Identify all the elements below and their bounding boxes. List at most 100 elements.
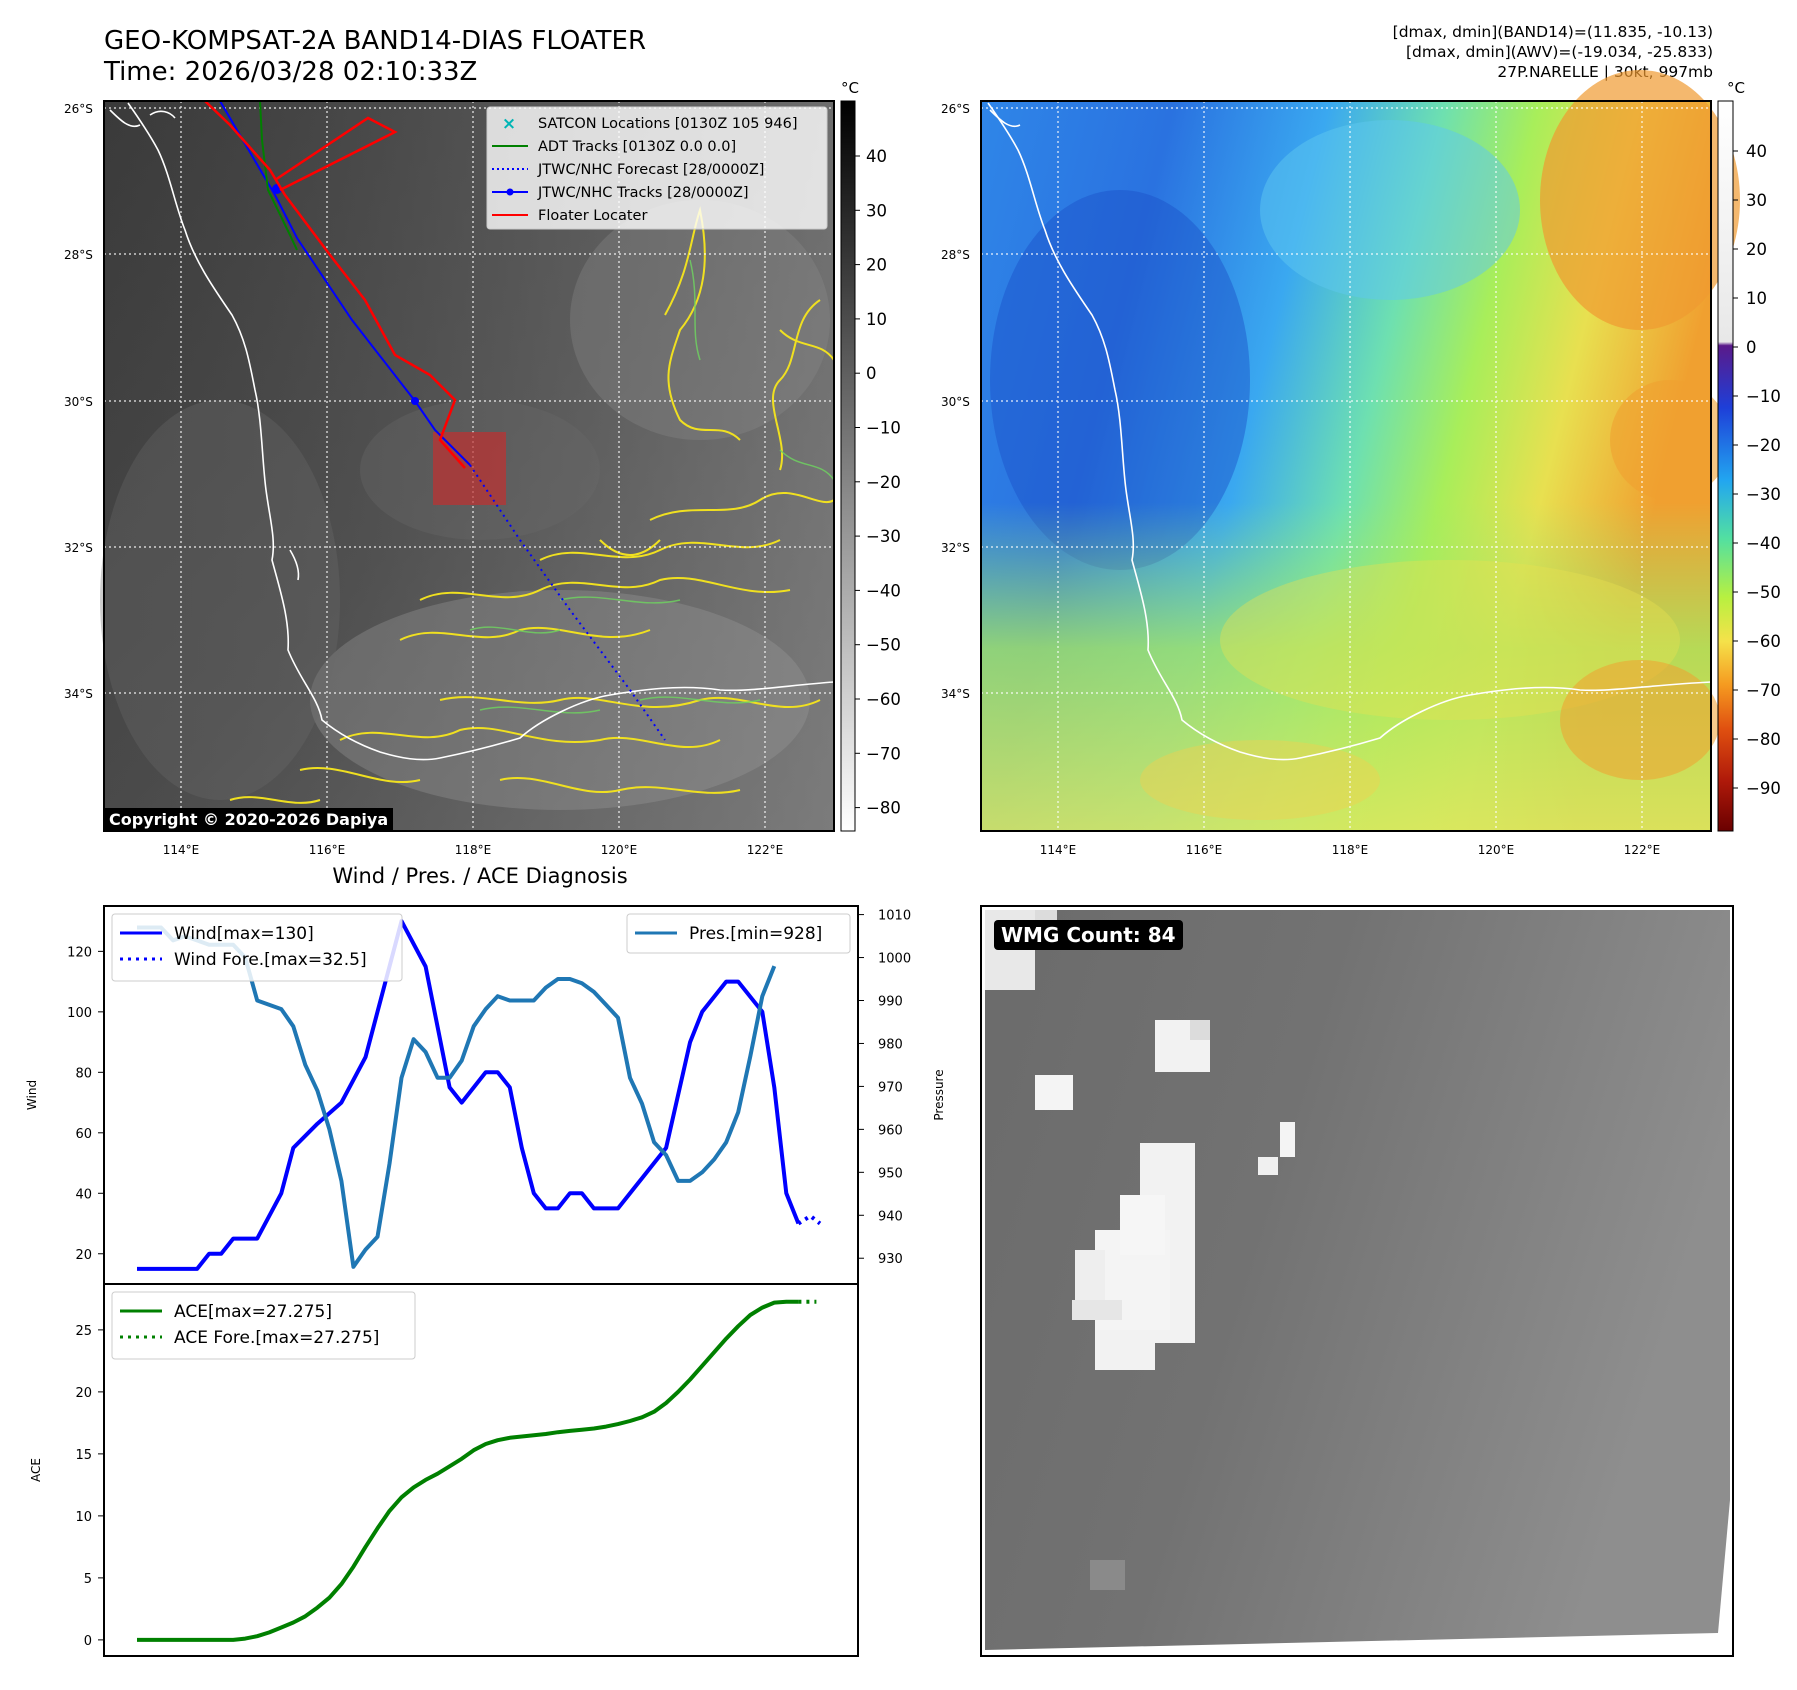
colorbar-tick-label: 20 [866,256,887,275]
legend-adt: ADT Tracks [0130Z 0.0 0.0] [538,139,736,155]
wind-y-tick-label: 60 [75,1127,92,1142]
ir-map-axes: 26°S 28°S 30°S 32°S 34°S 114°E 116°E 118… [64,102,783,857]
awv-colorbar: °C 40 30 20 10 0 −10 −20 −30 −40 −50 −60 −70 −80 −90 [1717,79,1781,832]
wind-y-tick-label: 120 [67,945,92,960]
floater-locater-track [204,100,466,469]
info-awv-range: [dmax, dmin](AWV)=(-19.034, -25.833) [1406,43,1713,61]
legend-floater-locater: Floater Locater [538,208,647,224]
ir-map [100,100,835,832]
legend-ace-forecast: ACE Fore.[max=27.275] [174,1328,379,1348]
ir-map-legend: × SATCON Locations [0130Z 105 946] ADT T… [486,106,828,230]
colorbar-unit: °C [841,79,859,97]
legend-satcon: SATCON Locations [0130Z 105 946] [538,116,797,132]
colorbar-tick-label: 0 [1746,338,1757,357]
pressure-y-tick-label: 1010 [878,909,911,924]
pressure-y-tick-label: 1000 [878,952,911,967]
colorbar-tick-label: −70 [866,744,901,763]
colorbar-tick-label: −30 [866,527,901,546]
figure-title: GEO-KOMPSAT-2A BAND14-DIAS FLOATER Time: … [104,26,646,88]
wind-y-tick-label: 40 [75,1187,92,1202]
lat-label: 34°S [64,687,93,701]
lon-label: 122°E [1624,843,1661,857]
satcon-marker-icon: × [502,114,516,134]
wind-axis-label: Wind [25,1080,39,1110]
ir-colorbar: °C 40 30 20 10 0 −10 −20 −30 −40 −50 −60 −70 −80 [840,79,901,832]
colorbar-tick-label: −20 [866,473,901,492]
colorbar-tick-label: 10 [1746,289,1767,308]
jtwc-forecast-track [469,464,666,741]
colorbar-tick-label: −70 [1746,681,1781,700]
legend-pressure: Pres.[min=928] [689,924,822,944]
title-line-time: Time: 2026/03/28 02:10:33Z [104,57,478,87]
colorbar-unit: °C [1727,79,1745,97]
wind-y-tick-label: 20 [75,1248,92,1263]
wmg-count-badge: WMG Count: 84 [994,920,1183,950]
ace-y-tick-label: 20 [75,1386,92,1401]
legend-jtwc-tracks: JTWC/NHC Tracks [28/0000Z] [537,185,749,201]
jtwc-track [219,100,471,466]
ace-y-tick-label: 5 [84,1572,92,1587]
colorbar-tick-label: 40 [1746,142,1767,161]
colorbar-tick-label: −10 [866,419,901,438]
lon-label: 118°E [1332,843,1369,857]
lon-label: 116°E [1186,843,1223,857]
colorbar-tick-label: −50 [866,636,901,655]
colorbar-tick-label: 30 [1746,191,1767,210]
lon-label: 114°E [1040,843,1077,857]
colorbar-tick-label: 40 [866,147,887,166]
adt-track [259,100,298,251]
colorbar-tick-label: −50 [1746,583,1781,602]
colorbar-tick-label: −60 [866,690,901,709]
ace-y-tick-label: 0 [84,1634,92,1649]
colorbar-tick-label: −80 [1746,730,1781,749]
colorbar-tick-label: −20 [1746,436,1781,455]
ace-axis-label: ACE [29,1458,43,1482]
ace-chart: ACE 0 5 10 15 20 25 ACE[max=27.275] ACE Fore.… [29,1283,859,1657]
lat-label: 28°S [941,248,970,262]
lat-label: 30°S [941,395,970,409]
pressure-y-tick-label: 990 [878,995,903,1010]
lat-label: 32°S [64,541,93,555]
colorbar-tick-label: −60 [1746,632,1781,651]
lon-label: 122°E [747,843,784,857]
lon-label: 120°E [601,843,638,857]
awv-map-axes: 26°S 28°S 30°S 32°S 34°S 114°E 116°E 118… [941,102,1660,857]
wind-y-tick-label: 100 [67,1006,92,1021]
pressure-y-tick-label: 940 [878,1209,903,1224]
ace-y-tick-label: 15 [75,1448,92,1463]
lat-label: 30°S [64,395,93,409]
legend-ace: ACE[max=27.275] [174,1302,332,1322]
lon-label: 114°E [163,843,200,857]
wv-image-panel [980,905,1734,1657]
pressure-series-line [137,925,777,1269]
lat-label: 32°S [941,541,970,555]
lat-label: 28°S [64,248,93,262]
pressure-y-tick-label: 970 [878,1080,903,1095]
colorbar-tick-label: −40 [1746,534,1781,553]
wind-y-tick-label: 80 [75,1066,92,1081]
lat-label: 26°S [64,102,93,116]
colorbar-tick-label: 20 [1746,240,1767,259]
pressure-axis-label: Pressure [932,1069,946,1120]
legend-wind: Wind[max=130] [174,924,314,944]
awv-map [980,70,1740,832]
colorbar-tick-label: −40 [866,581,901,600]
lon-label: 116°E [309,843,346,857]
lon-label: 120°E [1478,843,1515,857]
wind-pressure-chart: Wind Pressure 20 40 60 80 100 120 930 940 950 96… [25,905,946,1285]
info-band14-range: [dmax, dmin](BAND14)=(11.835, -10.13) [1392,23,1713,41]
colorbar-tick-label: 0 [866,364,877,383]
colorbar-tick-label: −30 [1746,485,1781,504]
pressure-y-tick-label: 950 [878,1166,903,1181]
pressure-y-tick-label: 960 [878,1123,903,1138]
lat-label: 26°S [941,102,970,116]
diagnosis-title: Wind / Pres. / ACE Diagnosis [332,864,628,888]
colorbar-tick-label: −10 [1746,387,1781,406]
colorbar-tick-label: 10 [866,310,887,329]
copyright-label: Copyright © 2020-2026 Dapiya [104,808,394,831]
ace-y-tick-label: 10 [75,1510,92,1525]
pressure-y-tick-label: 930 [878,1252,903,1267]
legend-wind-forecast: Wind Fore.[max=32.5] [174,950,367,970]
lat-label: 34°S [941,687,970,701]
